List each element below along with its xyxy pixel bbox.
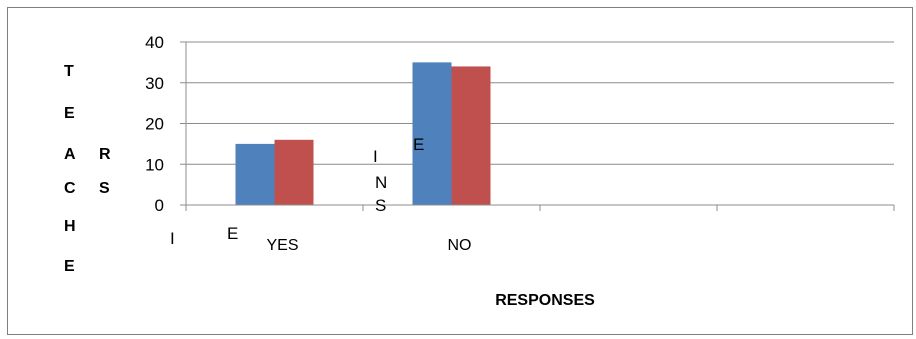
ylabel-extra-1: R	[99, 146, 111, 163]
bars	[235, 62, 491, 205]
bar-yes-series-1	[235, 143, 275, 205]
y-axis-title: T E A C H E R S	[64, 63, 111, 275]
y-tick-labels: 0 10 20 30 40	[145, 33, 164, 215]
ylabel-char-1: T	[64, 63, 74, 80]
bar-no-series-2	[451, 66, 491, 205]
ylabel-char-6: E	[64, 258, 75, 275]
x-tick-labels: YES NO	[266, 237, 471, 254]
y-tick-label-40: 40	[145, 33, 164, 52]
bar-no-series-1	[412, 62, 452, 205]
stray-text-1: I	[170, 229, 175, 248]
y-tick-label-30: 30	[145, 74, 164, 93]
ylabel-char-4: C	[64, 180, 76, 197]
stray-text-6: E	[413, 135, 424, 154]
x-tick-label-no: NO	[448, 237, 472, 254]
stray-text-3: I	[373, 147, 378, 166]
ylabel-char-2: E	[64, 105, 75, 122]
bar-yes-series-2	[274, 139, 314, 205]
stray-text-4: N	[375, 173, 387, 192]
y-tick-label-10: 10	[145, 155, 164, 174]
y-tick-label-20: 20	[145, 115, 164, 134]
ylabel-char-5: H	[64, 218, 76, 235]
x-tick-label-yes: YES	[266, 237, 298, 254]
axes	[180, 41, 895, 211]
stray-labels: I E I N S E	[170, 135, 424, 248]
ylabel-extra-2: S	[99, 180, 110, 197]
stray-text-5: S	[375, 196, 386, 215]
y-tick-label-0: 0	[155, 196, 164, 215]
x-axis-title: RESPONSES	[495, 292, 595, 309]
stray-text-2: E	[227, 224, 238, 243]
ylabel-char-3: A	[64, 146, 76, 163]
